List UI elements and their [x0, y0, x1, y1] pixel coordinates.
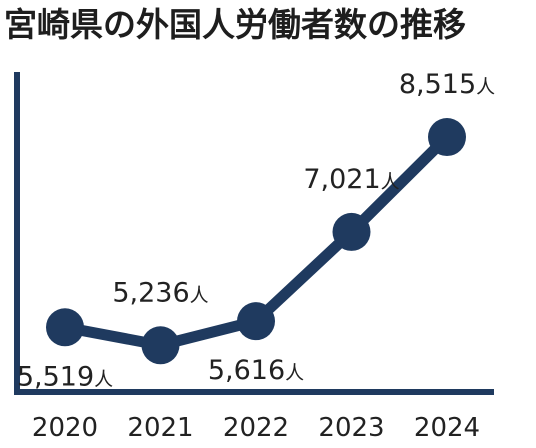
value-labels: 5,519人 5,236人 5,616人 7,021人 8,515人 — [17, 69, 495, 392]
value-label-2020: 5,519人 — [17, 361, 113, 392]
data-point-2020 — [46, 308, 84, 347]
value-label-2022: 5,616人 — [208, 355, 304, 386]
data-point-2021 — [141, 326, 180, 365]
x-tick-labels: 2020 2021 2022 2023 2024 — [32, 413, 480, 443]
x-tick-2022: 2022 — [223, 413, 289, 443]
value-label-2021: 5,236人 — [112, 277, 208, 308]
value-label-2023: 7,021人 — [303, 164, 399, 195]
chart-title: 宮崎県の外国人労働者数の推移 — [4, 5, 466, 44]
data-point-2022 — [237, 302, 275, 341]
x-tick-2023: 2023 — [318, 413, 384, 443]
value-label-2024: 8,515人 — [399, 69, 495, 100]
x-tick-2021: 2021 — [127, 413, 193, 443]
data-point-2023 — [332, 212, 371, 251]
x-tick-2020: 2020 — [32, 413, 98, 443]
data-point-2024 — [428, 118, 466, 157]
x-tick-2024: 2024 — [414, 413, 480, 443]
series-group — [46, 118, 466, 365]
